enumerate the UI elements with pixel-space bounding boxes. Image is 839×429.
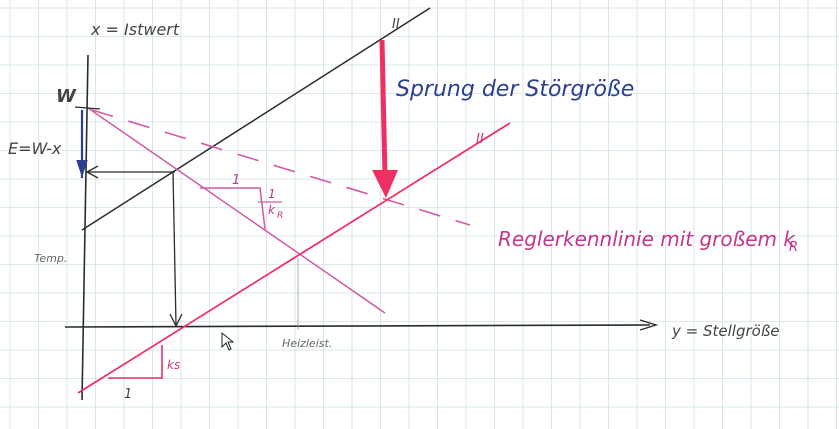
x-axis-arrowhead — [639, 319, 659, 331]
controller-characteristic-label: Reglerkennlinie mit großem k — [498, 227, 796, 251]
temperature-label: Temp. — [34, 252, 67, 265]
mark-red: II — [476, 132, 484, 147]
disturbance-jump-arrowhead — [372, 170, 398, 198]
controller-characteristic-subscript: R — [789, 240, 798, 255]
x-axis-horizontal — [64, 324, 651, 328]
slope-triangle-kr — [200, 187, 266, 230]
w-label: W — [56, 86, 77, 107]
kr-fraction-subscript: R — [277, 211, 283, 221]
disturbance-jump-arrow — [379, 39, 388, 179]
istwert-label: x = Istwert — [90, 20, 180, 39]
istwert-line — [81, 7, 431, 231]
slope-triangle-ks — [108, 345, 163, 379]
mouse-cursor-icon — [221, 331, 235, 351]
error-arrowhead — [76, 159, 88, 178]
slope-one-bottom: 1 — [124, 387, 132, 402]
y-axis-label: y = Stellgröße — [671, 322, 780, 340]
kr-fraction-numerator: 1 — [268, 187, 276, 201]
w-tick — [74, 106, 101, 110]
arrowhead-down — [169, 313, 183, 328]
disturbed-line-red — [77, 122, 511, 394]
controller-line-pink — [87, 107, 386, 314]
ks-label: ks — [167, 358, 180, 372]
error-label: E=W-x — [8, 139, 62, 158]
slope-one-top: 1 — [232, 173, 240, 188]
kr-fraction-denominator: k — [268, 203, 276, 217]
controller-line-dashed — [91, 109, 471, 226]
arrowhead-left — [85, 165, 99, 179]
working-point-vertical-arrow — [172, 171, 177, 326]
heizleistung-label: Heizleist. — [282, 337, 332, 350]
disturbance-jump-label: Sprung der Störgröße — [396, 77, 634, 102]
mark-top: II — [392, 17, 400, 32]
